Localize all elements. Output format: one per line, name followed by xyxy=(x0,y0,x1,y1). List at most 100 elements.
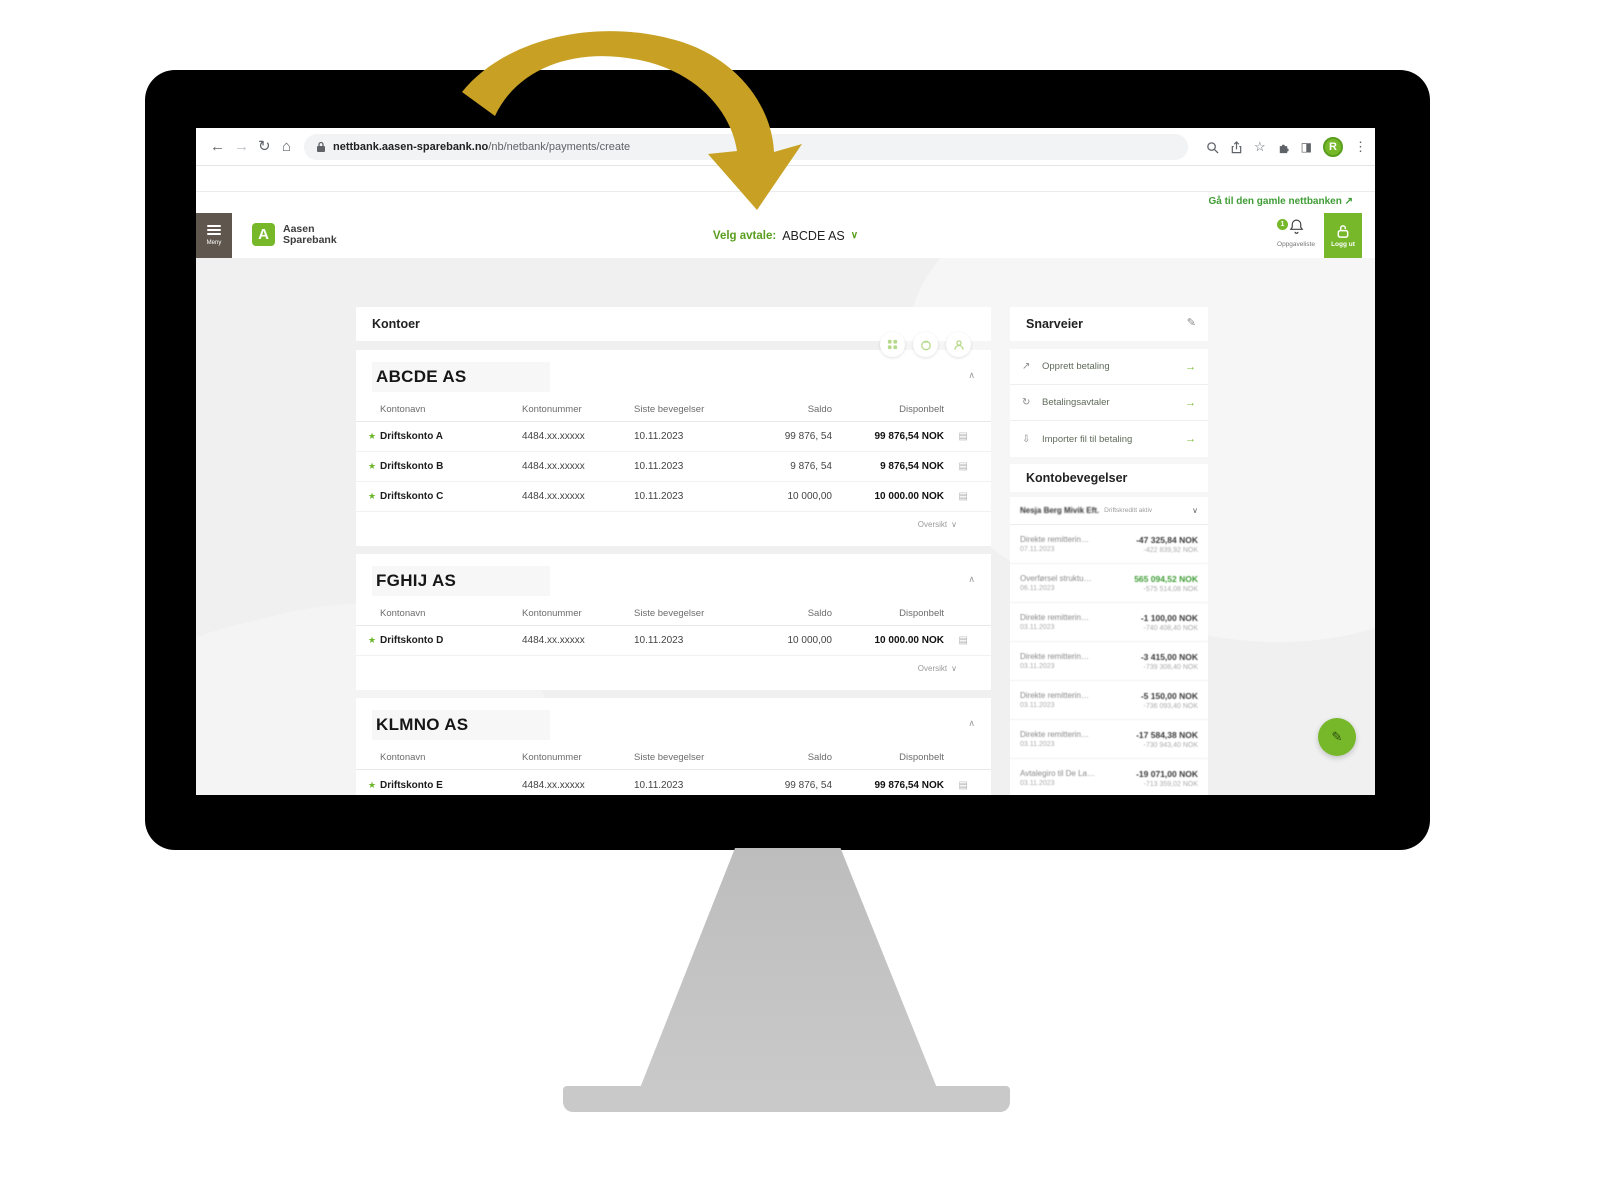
tasks-button[interactable]: 1 Oppgaveliste xyxy=(1273,218,1319,248)
transaction-row[interactable]: Direkte remitterin… 03.11.2023 -3 415,00 … xyxy=(1010,642,1208,681)
transaction-row[interactable]: Direkte remitterin… 03.11.2023 -17 584,38… xyxy=(1010,720,1208,759)
content-area: Kontoer ABCDE AS ∧ Kontonavn xyxy=(196,258,1375,795)
hamburger-icon xyxy=(207,225,221,227)
table-row[interactable]: ★ Driftskonto D 4484.xx.xxxxx 10.11.2023… xyxy=(356,626,991,656)
external-link-icon: ↗ xyxy=(1344,196,1353,207)
shortcut-import-file[interactable]: ⇩ Importer fil til betaling → xyxy=(1022,433,1196,445)
movements-account-selector[interactable]: Nesja Berg Mivik Eft. Driftskreditt akti… xyxy=(1010,497,1208,525)
import-file-icon: ⇩ xyxy=(1022,433,1031,445)
statement-icon[interactable]: ▤ xyxy=(958,635,968,646)
star-icon: ★ xyxy=(368,779,377,790)
back-icon[interactable]: ← xyxy=(210,138,225,155)
logo-mark-icon: A xyxy=(252,223,275,246)
statement-icon[interactable]: ▤ xyxy=(958,779,968,791)
side-panel-icon[interactable]: ◨ xyxy=(1300,140,1312,154)
arrow-right-icon: → xyxy=(1185,360,1196,373)
overview-link[interactable]: Oversikt ∨ xyxy=(917,663,957,673)
account-holder-name: Nesja Berg Mivik Eft. xyxy=(1020,506,1100,515)
shortcuts-header: Snarveier ✎ xyxy=(1010,307,1208,341)
grid-view-icon[interactable] xyxy=(880,332,905,357)
edit-pencil-icon[interactable]: ✎ xyxy=(1186,317,1196,329)
star-icon: ★ xyxy=(368,635,377,645)
group-title: KLMNO AS xyxy=(376,715,469,734)
table-header: Kontonavn Kontonummer Siste bevegelser S… xyxy=(356,746,991,770)
account-view-buttons xyxy=(880,332,971,357)
transaction-row[interactable]: Direkte remitterin… 03.11.2023 -5 150,00 … xyxy=(1010,681,1208,720)
chat-fab-button[interactable]: ✎ xyxy=(1318,718,1356,756)
account-group-klmno: KLMNO AS ∧ Kontonavn Kontonummer Siste b… xyxy=(356,698,991,795)
table-row[interactable]: ★ Driftskonto A 4484.xx.xxxxx 10.11.2023… xyxy=(356,422,991,452)
group-title-box: FGHIJ AS xyxy=(372,566,550,596)
transaction-row[interactable]: Direkte remitterin… 03.11.2023 -1 100,00 … xyxy=(1010,603,1208,642)
table-header: Kontonavn Kontonummer Siste bevegelser S… xyxy=(356,398,991,422)
monitor-stand-base xyxy=(563,1086,1010,1112)
group-title-box: ABCDE AS xyxy=(372,362,550,392)
collapse-icon[interactable]: ∧ xyxy=(968,370,975,380)
open-lock-icon xyxy=(1337,224,1349,238)
account-group-abcde: ABCDE AS ∧ Kontonavn Kontonummer Siste b… xyxy=(356,350,991,546)
table-row[interactable]: ★ Driftskonto E 4484.xx.xxxxx 10.11.2023… xyxy=(356,770,991,795)
notification-badge: 1 xyxy=(1277,219,1288,230)
table-header: Kontonavn Kontonummer Siste bevegelser S… xyxy=(356,602,991,626)
accounts-title: Kontoer xyxy=(372,317,420,331)
pen-icon: ✎ xyxy=(1331,729,1343,744)
bank-header: Meny A Aasen Sparebank Velg avtale: ABCDE… xyxy=(196,213,1375,258)
monitor-stand-neck xyxy=(640,848,937,1088)
shortcuts-title: Snarveier xyxy=(1026,317,1083,331)
extensions-puzzle-icon[interactable] xyxy=(1277,141,1290,154)
toolbar-right: ☆ ◨ R ⋮ xyxy=(1206,134,1367,160)
bell-icon xyxy=(1289,219,1303,234)
shortcut-create-payment[interactable]: ↗ Opprett betaling → xyxy=(1010,349,1208,385)
divider xyxy=(196,191,1375,192)
statement-icon[interactable]: ▤ xyxy=(958,461,968,472)
transaction-row[interactable]: Direkte remitterin… 07.11.2023 -47 325,84… xyxy=(1010,525,1208,564)
profile-avatar[interactable]: R xyxy=(1323,137,1343,157)
piggy-bank-icon[interactable] xyxy=(913,332,938,357)
group-title: ABCDE AS xyxy=(376,367,467,386)
shortcut-payment-agreements[interactable]: ↻ Betalingsavtaler → xyxy=(1010,385,1208,421)
table-row[interactable]: ★ Driftskonto B 4484.xx.xxxxx 10.11.2023… xyxy=(356,452,991,482)
zoom-icon[interactable] xyxy=(1206,141,1219,154)
movements-header: Kontobevegelser xyxy=(1010,464,1208,492)
bookmark-star-icon[interactable]: ☆ xyxy=(1254,139,1266,154)
url-host: nettbank.aasen-sparebank.no xyxy=(333,141,489,153)
arrow-right-icon: → xyxy=(1185,396,1196,409)
agreement-selector[interactable]: Velg avtale: ABCDE AS ∨ xyxy=(712,228,859,243)
transaction-row[interactable]: Avtalegiro til De La… 03.11.2023 -19 071,… xyxy=(1010,759,1208,795)
table-row[interactable]: ★ Driftskonto C 4484.xx.xxxxx 10.11.2023… xyxy=(356,482,991,512)
logout-button[interactable]: Logg ut xyxy=(1324,213,1362,258)
collapse-icon[interactable]: ∧ xyxy=(968,574,975,584)
statement-icon[interactable]: ▤ xyxy=(958,431,968,442)
movements-list: Nesja Berg Mivik Eft. Driftskreditt akti… xyxy=(1010,497,1208,795)
browser-window: ← → ↻ ⌂ nettbank.aasen-sparebank.no/nb/n… xyxy=(196,128,1375,795)
star-icon: ★ xyxy=(368,431,377,441)
menu-button[interactable]: Meny xyxy=(196,213,232,258)
reload-icon[interactable]: ↻ xyxy=(258,138,271,155)
forward-icon[interactable]: → xyxy=(234,138,249,155)
chevron-down-icon: ∨ xyxy=(1192,506,1198,515)
share-icon[interactable] xyxy=(1230,140,1243,154)
url-path: /nb/netbank/payments/create xyxy=(488,141,631,153)
transaction-row[interactable]: Overførsel struktu… 06.11.2023 565 094,52… xyxy=(1010,564,1208,603)
statement-icon[interactable]: ▤ xyxy=(958,491,968,502)
group-title: FGHIJ AS xyxy=(376,571,457,590)
group-title-box: KLMNO AS xyxy=(372,710,550,740)
old-netbank-link[interactable]: Gå til den gamle nettbanken ↗ xyxy=(1208,196,1353,207)
browser-menu-icon[interactable]: ⋮ xyxy=(1354,139,1367,154)
page-top-strip: Gå til den gamle nettbanken ↗ xyxy=(196,166,1375,213)
person-icon[interactable] xyxy=(946,332,971,357)
bank-logo[interactable]: A Aasen Sparebank xyxy=(252,223,337,246)
movements-title: Kontobevegelser xyxy=(1026,471,1128,485)
star-icon: ★ xyxy=(368,461,377,471)
home-icon[interactable]: ⌂ xyxy=(282,138,292,155)
collapse-icon[interactable]: ∧ xyxy=(968,718,975,728)
account-group-fghij: FGHIJ AS ∧ Kontonavn Kontonummer Siste b… xyxy=(356,554,991,690)
overview-link[interactable]: Oversikt ∨ xyxy=(917,519,957,529)
chevron-down-icon: ∨ xyxy=(850,230,859,241)
agreements-icon: ↻ xyxy=(1022,397,1031,408)
chevron-down-icon: ∨ xyxy=(951,519,957,529)
star-icon: ★ xyxy=(368,491,377,501)
address-bar[interactable]: nettbank.aasen-sparebank.no/nb/netbank/p… xyxy=(304,134,1188,160)
shortcuts-list: ↗ Opprett betaling → ↻ Betalingsavtaler … xyxy=(1010,349,1208,457)
arrow-right-icon: → xyxy=(1185,433,1196,445)
